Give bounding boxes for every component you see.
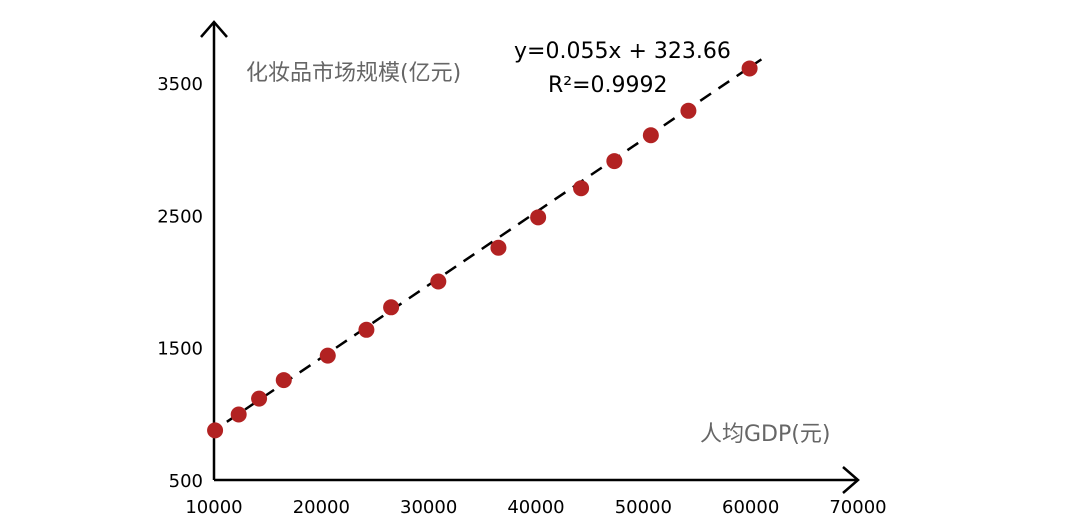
data-points (207, 60, 758, 439)
y-tick-label: 1500 (157, 339, 203, 360)
data-point (530, 209, 547, 226)
trendline-equation: y=0.055x + 323.66 (514, 39, 731, 64)
x-tick-label: 50000 (615, 497, 672, 518)
data-point (606, 153, 623, 170)
x-tick-label: 40000 (507, 497, 564, 518)
y-tick-label: 2500 (157, 206, 203, 227)
y-tick-label: 500 (169, 471, 203, 492)
trendline-dashed (207, 58, 763, 436)
x-tick-label: 20000 (293, 497, 350, 518)
data-point (642, 127, 659, 144)
y-axis-arrow-icon (200, 20, 228, 38)
data-point (573, 180, 590, 197)
axes (200, 20, 860, 494)
y-axis-title: 化妆品市场规模(亿元) (246, 61, 461, 86)
x-tick-label: 30000 (400, 497, 457, 518)
x-axis-arrow-icon (842, 466, 860, 494)
data-point (358, 321, 375, 338)
data-point (430, 273, 447, 290)
data-point (207, 422, 224, 439)
data-point (275, 372, 292, 389)
data-point (319, 347, 336, 364)
y-tick-label: 3500 (157, 74, 203, 95)
x-tick-label: 10000 (185, 497, 242, 518)
data-point (741, 60, 758, 77)
x-axis-title: 人均GDP(元) (700, 422, 830, 447)
data-point (251, 390, 268, 407)
trendline (207, 58, 763, 436)
data-point (383, 299, 400, 316)
r-squared-label: R²=0.9992 (548, 73, 668, 98)
data-point (230, 406, 247, 423)
x-tick-label: 60000 (722, 497, 779, 518)
tick-labels: 10000 20000 30000 40000 50000 60000 70000 500 15… (157, 74, 886, 518)
data-point (680, 102, 697, 119)
x-tick-label: 70000 (829, 497, 886, 518)
data-point (490, 239, 507, 256)
